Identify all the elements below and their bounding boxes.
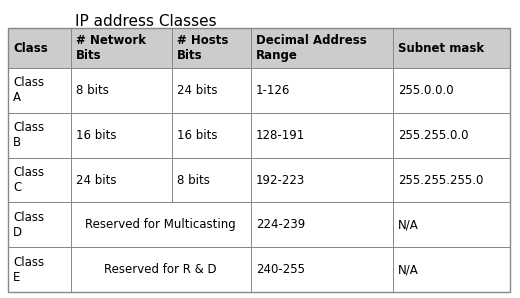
Bar <box>251 158 393 202</box>
Bar <box>71 28 172 68</box>
Text: # Network
Bits: # Network Bits <box>76 34 146 62</box>
Text: N/A: N/A <box>398 263 419 276</box>
Text: Class
B: Class B <box>13 121 44 149</box>
Bar <box>251 68 393 113</box>
Bar <box>393 113 510 158</box>
Text: Class
D: Class D <box>13 211 44 239</box>
Bar <box>393 68 510 113</box>
Text: Class
E: Class E <box>13 256 44 284</box>
Text: Decimal Address
Range: Decimal Address Range <box>256 34 367 62</box>
Text: Reserved for Multicasting: Reserved for Multicasting <box>85 218 236 231</box>
Bar <box>393 247 510 292</box>
Bar <box>393 28 510 68</box>
Bar <box>8 247 71 292</box>
Bar <box>251 113 393 158</box>
Text: 16 bits: 16 bits <box>76 129 116 142</box>
Text: 8 bits: 8 bits <box>76 84 109 97</box>
Text: 1-126: 1-126 <box>256 84 290 97</box>
Text: 255.0.0.0: 255.0.0.0 <box>398 84 453 97</box>
Text: 24 bits: 24 bits <box>76 173 116 187</box>
Text: 240-255: 240-255 <box>256 263 305 276</box>
Bar <box>393 158 510 202</box>
Text: Subnet mask: Subnet mask <box>398 41 484 55</box>
Bar <box>172 68 251 113</box>
Text: Class: Class <box>13 41 48 55</box>
Text: 128-191: 128-191 <box>256 129 305 142</box>
Bar <box>8 68 71 113</box>
Bar <box>8 28 71 68</box>
Bar <box>71 113 172 158</box>
Text: 224-239: 224-239 <box>256 218 305 231</box>
Bar <box>172 113 251 158</box>
Bar <box>172 158 251 202</box>
Bar <box>8 202 71 247</box>
Text: # Hosts
Bits: # Hosts Bits <box>177 34 228 62</box>
Text: 192-223: 192-223 <box>256 173 305 187</box>
Text: IP address Classes: IP address Classes <box>75 14 217 29</box>
Bar <box>71 68 172 113</box>
Text: 255.255.0.0: 255.255.0.0 <box>398 129 468 142</box>
Bar <box>8 158 71 202</box>
Text: N/A: N/A <box>398 218 419 231</box>
Bar <box>71 247 251 292</box>
Text: Class
A: Class A <box>13 76 44 104</box>
Bar <box>251 247 393 292</box>
Text: 16 bits: 16 bits <box>177 129 217 142</box>
Bar <box>172 28 251 68</box>
Text: 8 bits: 8 bits <box>177 173 210 187</box>
Bar <box>251 202 393 247</box>
Bar <box>71 202 251 247</box>
Bar <box>8 28 510 292</box>
Text: 255.255.255.0: 255.255.255.0 <box>398 173 483 187</box>
Text: 24 bits: 24 bits <box>177 84 217 97</box>
Bar <box>71 158 172 202</box>
Text: Class
C: Class C <box>13 166 44 194</box>
Bar <box>8 113 71 158</box>
Bar <box>393 202 510 247</box>
Bar <box>251 28 393 68</box>
Text: Reserved for R & D: Reserved for R & D <box>105 263 217 276</box>
